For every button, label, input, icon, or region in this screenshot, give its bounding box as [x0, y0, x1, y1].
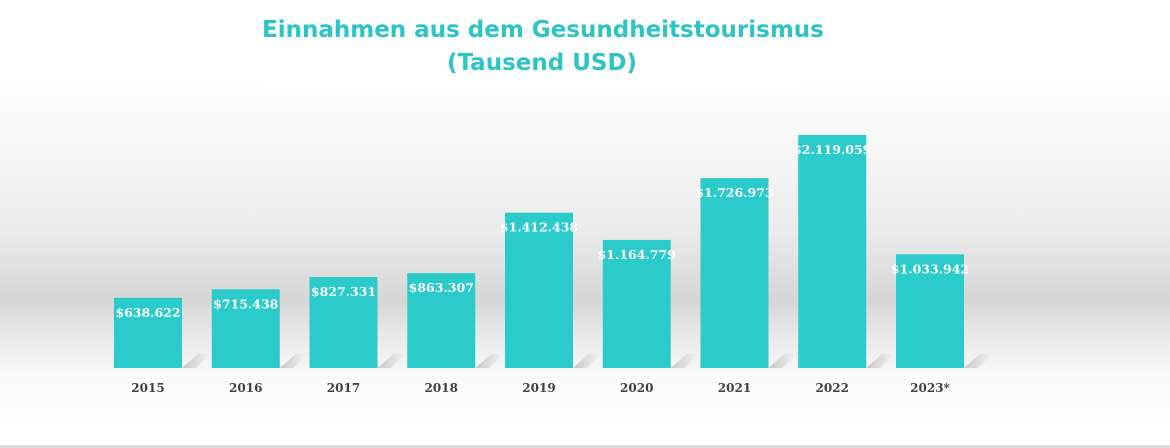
bar — [896, 254, 964, 368]
title-background — [262, 12, 805, 82]
bar — [407, 273, 476, 368]
x-tick-label: 2020 — [620, 381, 653, 395]
bar — [309, 277, 378, 368]
x-tick-label: 2017 — [327, 381, 360, 395]
chart-subtitle: (Tausend USD) — [446, 50, 638, 76]
bar-shadow — [670, 354, 699, 368]
bar — [602, 239, 671, 368]
data-label: $1.726.973 — [695, 185, 773, 200]
bar-shadow — [866, 354, 895, 368]
title-side-panel — [816, 12, 881, 85]
bar — [798, 135, 867, 368]
x-tick-label: 2021 — [718, 381, 751, 395]
data-label: $638.622 — [115, 305, 180, 320]
bar — [700, 178, 769, 368]
chart-title: Einnahmen aus dem Gesundheitstourismus — [262, 17, 824, 43]
bar-shadow — [768, 354, 797, 368]
x-tick-label: 2018 — [425, 381, 458, 395]
bar-shadow — [475, 354, 504, 368]
bar-shadow — [377, 354, 406, 368]
x-tick-label: 2015 — [131, 381, 164, 395]
bar — [211, 289, 280, 368]
bar — [505, 212, 573, 368]
bar-shadow — [279, 354, 308, 368]
x-tick-label: 2022 — [816, 381, 849, 395]
data-label: $1.033.942 — [891, 261, 969, 276]
data-label: $1.164.779 — [598, 247, 676, 262]
x-tick-label: 2023* — [910, 381, 950, 395]
x-tick-label: 2016 — [229, 381, 262, 395]
data-label: $715.438 — [213, 296, 279, 311]
bar-shadow — [182, 354, 210, 368]
bar-shadow — [573, 354, 601, 368]
x-tick-label: 2019 — [522, 381, 555, 395]
bar-shadow — [964, 354, 992, 368]
data-label: $863.307 — [409, 280, 474, 295]
data-label: $1.412.438 — [500, 220, 579, 235]
data-label: $827.331 — [311, 284, 376, 299]
bar — [114, 297, 182, 368]
bottom-border — [0, 445, 1170, 448]
data-label: $2.119.059 — [793, 142, 871, 157]
